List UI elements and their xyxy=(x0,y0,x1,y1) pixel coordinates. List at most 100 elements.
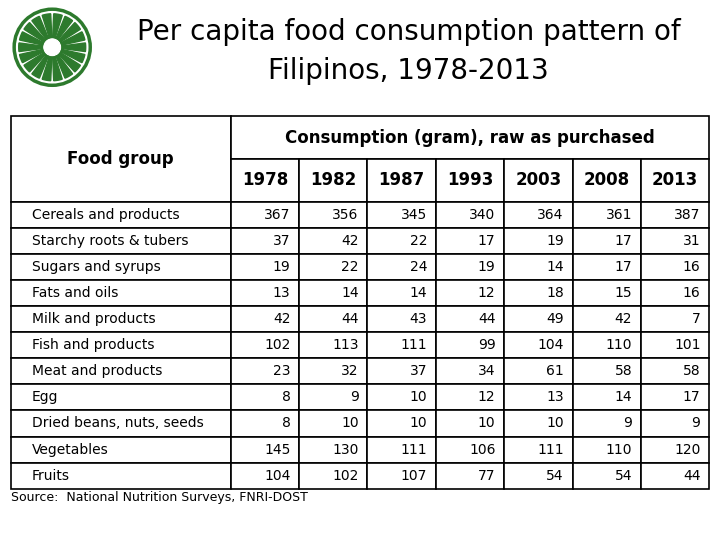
Text: 43: 43 xyxy=(410,312,427,326)
Text: 106: 106 xyxy=(469,443,495,457)
Bar xyxy=(231,202,299,228)
Bar xyxy=(231,359,299,384)
Bar xyxy=(436,384,504,410)
Bar xyxy=(231,280,299,306)
Bar xyxy=(572,359,641,384)
Bar xyxy=(641,228,709,254)
Text: 99: 99 xyxy=(477,338,495,352)
Bar xyxy=(504,202,572,228)
Text: 2003: 2003 xyxy=(516,171,562,190)
Bar xyxy=(231,332,299,359)
Text: 130: 130 xyxy=(333,443,359,457)
Bar xyxy=(504,359,572,384)
Text: 7: 7 xyxy=(692,312,701,326)
Bar xyxy=(572,306,641,332)
Bar xyxy=(572,254,641,280)
Bar xyxy=(436,254,504,280)
Text: 145: 145 xyxy=(264,443,290,457)
Text: Fats and oils: Fats and oils xyxy=(32,286,118,300)
Text: Starchy roots & tubers: Starchy roots & tubers xyxy=(32,234,188,248)
Text: 8: 8 xyxy=(282,416,290,430)
Text: 16: 16 xyxy=(683,260,701,274)
Text: Per capita food consumption pattern of: Per capita food consumption pattern of xyxy=(137,18,680,46)
Text: 32: 32 xyxy=(341,364,359,379)
Text: 23: 23 xyxy=(273,364,290,379)
Text: 54: 54 xyxy=(615,469,632,483)
Text: Fish and products: Fish and products xyxy=(32,338,154,352)
Text: 9: 9 xyxy=(692,416,701,430)
Text: 16: 16 xyxy=(683,286,701,300)
Bar xyxy=(504,228,572,254)
Bar xyxy=(641,384,709,410)
Bar xyxy=(367,436,436,463)
Text: 8: 8 xyxy=(282,390,290,404)
Bar xyxy=(641,159,709,202)
Bar xyxy=(572,384,641,410)
Text: 61: 61 xyxy=(546,364,564,379)
Text: 1987: 1987 xyxy=(379,171,425,190)
Text: Consumption (gram), raw as purchased: Consumption (gram), raw as purchased xyxy=(285,129,655,146)
Bar xyxy=(367,254,436,280)
Text: 111: 111 xyxy=(400,443,427,457)
Text: 17: 17 xyxy=(478,234,495,248)
Bar xyxy=(504,306,572,332)
Bar xyxy=(11,384,231,410)
Text: Meat and products: Meat and products xyxy=(32,364,162,379)
Bar xyxy=(299,410,367,436)
Text: 19: 19 xyxy=(477,260,495,274)
Text: 12: 12 xyxy=(478,390,495,404)
Text: 345: 345 xyxy=(401,208,427,222)
Text: 13: 13 xyxy=(546,390,564,404)
Text: 104: 104 xyxy=(537,338,564,352)
Bar xyxy=(299,159,367,202)
Text: 42: 42 xyxy=(273,312,290,326)
Bar xyxy=(572,436,641,463)
Bar xyxy=(436,202,504,228)
Bar xyxy=(231,384,299,410)
Bar xyxy=(436,463,504,489)
Bar xyxy=(504,159,572,202)
Bar xyxy=(572,463,641,489)
Bar xyxy=(231,254,299,280)
Text: 24: 24 xyxy=(410,260,427,274)
Bar xyxy=(299,463,367,489)
Text: 19: 19 xyxy=(546,234,564,248)
Text: 58: 58 xyxy=(683,364,701,379)
Bar xyxy=(11,202,231,228)
Bar xyxy=(367,159,436,202)
Bar xyxy=(641,306,709,332)
Bar xyxy=(504,384,572,410)
Polygon shape xyxy=(63,43,86,52)
Polygon shape xyxy=(19,43,42,52)
Text: 15: 15 xyxy=(614,286,632,300)
Text: 42: 42 xyxy=(615,312,632,326)
Text: 37: 37 xyxy=(273,234,290,248)
Polygon shape xyxy=(60,53,81,72)
Bar xyxy=(299,202,367,228)
Bar xyxy=(436,359,504,384)
Bar xyxy=(299,359,367,384)
Bar xyxy=(572,410,641,436)
Text: 2013: 2013 xyxy=(652,171,698,190)
Bar xyxy=(504,332,572,359)
Text: 110: 110 xyxy=(606,338,632,352)
Bar xyxy=(11,254,231,280)
Text: 340: 340 xyxy=(469,208,495,222)
Text: Vegetables: Vegetables xyxy=(32,443,109,457)
Bar xyxy=(231,410,299,436)
Text: Milk and products: Milk and products xyxy=(32,312,156,326)
Text: 17: 17 xyxy=(683,390,701,404)
Bar xyxy=(11,332,231,359)
Text: 107: 107 xyxy=(401,469,427,483)
Text: 1982: 1982 xyxy=(310,171,356,190)
Text: Dried beans, nuts, seeds: Dried beans, nuts, seeds xyxy=(32,416,204,430)
Text: 19: 19 xyxy=(273,260,290,274)
Circle shape xyxy=(42,38,62,57)
Polygon shape xyxy=(32,56,48,78)
Text: 49: 49 xyxy=(546,312,564,326)
Polygon shape xyxy=(19,32,42,45)
Polygon shape xyxy=(32,16,48,39)
Bar xyxy=(11,306,231,332)
Bar xyxy=(572,228,641,254)
Text: 361: 361 xyxy=(606,208,632,222)
